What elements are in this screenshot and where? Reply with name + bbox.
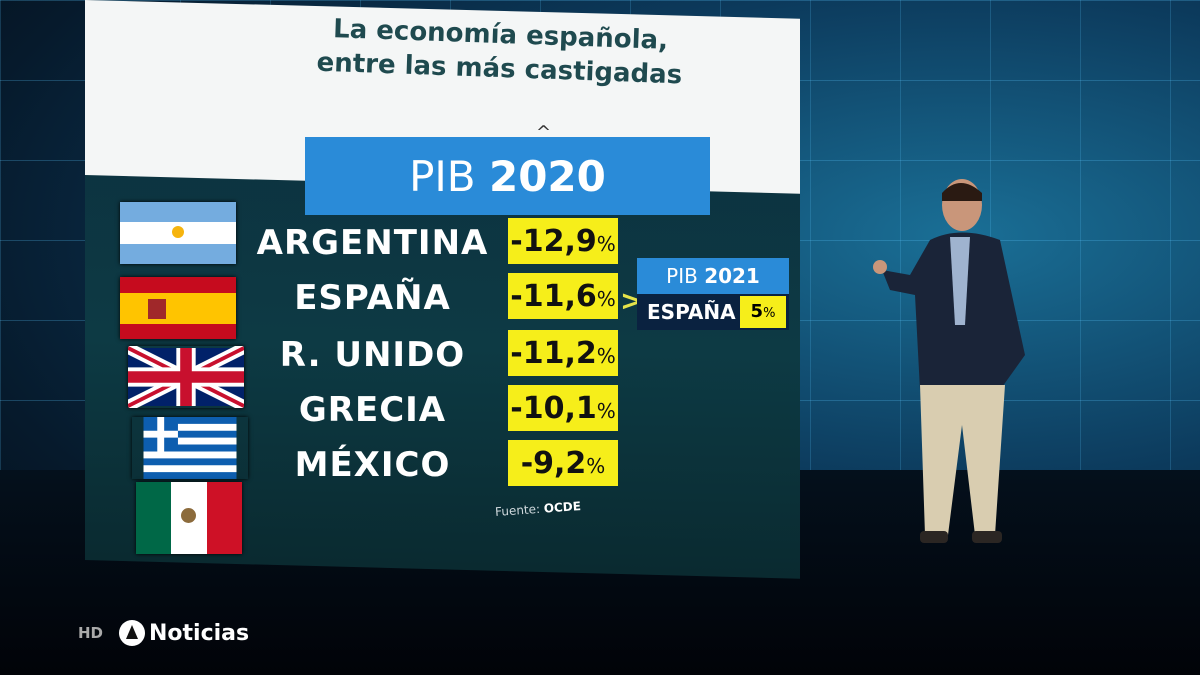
country-name: ESPAÑA [294,278,451,318]
pib-year: 2020 [488,152,606,201]
greece-flag [132,417,248,479]
country-name: ARGENTINA [256,223,489,263]
pib-2021-banner: PIB 2021 [637,258,789,294]
uk-flag [128,346,244,408]
mexico-flag [136,482,242,554]
argentina-flag [120,202,236,264]
spain-flag [120,277,236,339]
value-box: 5% [740,296,786,328]
hd-badge: HD [78,624,104,642]
pib-2021-spain: ESPAÑA 5% [637,294,789,330]
country-name: GRECIA [298,390,447,430]
presenter [873,179,1025,543]
value-box: -10,1% [508,385,618,431]
brand-name: Noticias [149,620,250,646]
channel-logo: HD Noticias [78,620,249,646]
value-box: -9,2% [508,440,618,486]
value-box: -11,6% [508,273,618,319]
country-name: MÉXICO [294,445,451,485]
pib-label: PIB [409,152,476,201]
pib-2020-banner: PIB 2020 [305,137,710,215]
country-name: R. UNIDO [279,335,466,375]
value-box: -12,9% [508,218,618,264]
country-name: ESPAÑA [647,300,736,324]
value-box: -11,2% [508,330,618,376]
antena3-logo-icon [119,620,146,646]
